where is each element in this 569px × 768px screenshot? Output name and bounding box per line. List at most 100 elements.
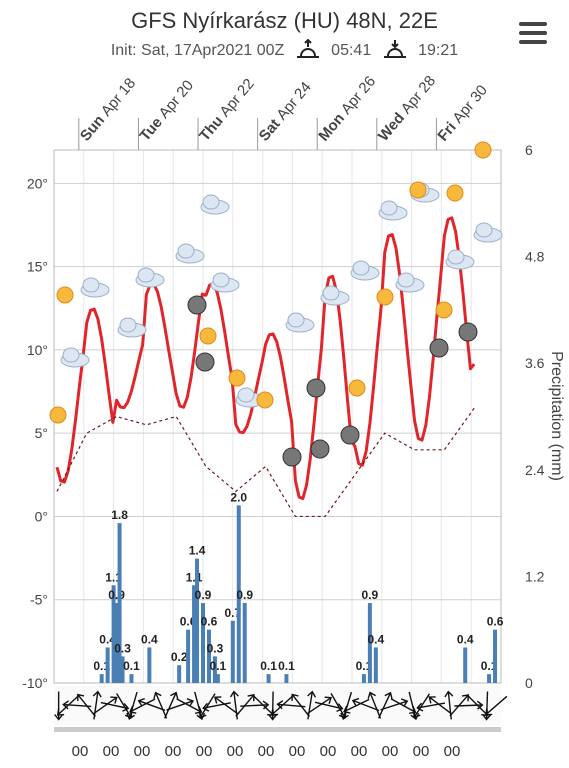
precip-bar [111, 585, 116, 683]
precip-bar [201, 603, 205, 683]
precip-bar [192, 585, 197, 683]
hour-label: 00 [319, 743, 337, 760]
cloud-icon [200, 194, 230, 215]
precip-bar [367, 603, 372, 683]
precip-label: 0.4 [457, 632, 474, 646]
wind-arrow-icon [164, 691, 179, 719]
cloud-icon [445, 249, 475, 270]
precip-label: 0.9 [195, 588, 212, 602]
precip-label: 0.1 [210, 659, 227, 673]
wind-arrow-icon [351, 697, 380, 712]
hour-label: 00 [257, 743, 275, 760]
sun-icon [348, 379, 366, 397]
moon-icon [340, 425, 360, 445]
y-left-tick-label: -10° [22, 675, 48, 691]
y-right-tick-label: 4.8 [525, 249, 545, 265]
precip-bar [186, 629, 191, 683]
day-label-wed: Wed Apr 28 [375, 73, 439, 145]
y-left-tick-label: 5° [35, 425, 48, 441]
cloud-icon [285, 312, 315, 333]
precip-bar [463, 647, 468, 683]
wind-arrow-icon [340, 691, 353, 720]
hour-label: 00 [71, 743, 89, 760]
hour-label: 00 [102, 743, 120, 760]
precip-bar [266, 674, 271, 683]
day-label-sun: Sun Apr 18 [77, 75, 139, 145]
wind-arrow-icon [367, 691, 382, 719]
day-label-tue: Tue Apr 20 [136, 77, 197, 145]
precip-label: 0.1 [123, 659, 140, 673]
cloud-icon [473, 222, 503, 243]
y-left-tick-label: 20° [27, 175, 48, 191]
wind-arrow-icon [137, 697, 166, 711]
sun-icon [435, 301, 453, 319]
cloud-icon [135, 267, 165, 288]
sunrise-icon [296, 39, 319, 58]
init-line: Init: Sat, 17Apr2021 00Z 05:41 19:21 [0, 39, 569, 60]
cloud-icon [175, 243, 205, 264]
wind-arrow-icon [428, 696, 453, 715]
precip-label: 0.1 [260, 659, 277, 673]
precip-bar [242, 603, 247, 683]
precip-bar [373, 647, 378, 683]
day-label-thu: Thu Apr 22 [196, 76, 258, 145]
wind-arrow-icon [77, 693, 96, 717]
precip-label: 0.9 [236, 588, 253, 602]
precip-bar [177, 665, 182, 683]
wind-arrow-icon [291, 693, 310, 717]
y-left-tick-label: -5° [30, 592, 48, 608]
hour-label: 00 [412, 743, 430, 760]
y-right-tick-label: 3.6 [525, 355, 545, 371]
precip-label: 2.0 [230, 490, 247, 504]
precip-bar [195, 558, 200, 683]
hour-label: 00 [443, 743, 461, 760]
sun-icon [409, 181, 427, 199]
precip-label: 0.4 [141, 632, 158, 646]
moon-icon [310, 439, 330, 459]
wind-arrow-icon [270, 695, 294, 716]
cloud-icon [320, 285, 350, 306]
hour-label: 00 [226, 743, 244, 760]
hour-label: 00 [381, 743, 399, 760]
hour-label: 00 [164, 743, 182, 760]
precip-label: 0.2 [171, 650, 188, 664]
wind-arrow-icon [484, 695, 508, 716]
precip-label: 1.4 [189, 544, 206, 558]
day-label-sat: Sat Apr 24 [256, 79, 315, 145]
wind-arrow-icon [202, 702, 231, 712]
y-right-axis-label: Precipitation (mm) [548, 351, 565, 481]
precip-label: 1.1 [186, 570, 203, 584]
y-left-tick-label: 0° [35, 508, 48, 524]
hour-labels: 00 00 00 00 00 00 00 00 00 00 00 00 00 [0, 743, 569, 763]
cloud-icon [80, 277, 110, 298]
precip-label: 0.6 [487, 615, 504, 629]
sunrise-time: 05:41 [331, 42, 372, 59]
wind-arrow-icon [307, 690, 317, 720]
wind-arrow-icon [128, 698, 156, 714]
y-right-tick-label: 1.2 [525, 568, 545, 584]
wind-arrow-icon [100, 701, 130, 712]
wind-arrow-icon [198, 693, 216, 719]
wind-arrow-icon [307, 696, 332, 714]
precip-label: 0.9 [362, 588, 379, 602]
y-left-tick-label: 10° [27, 342, 48, 358]
y-right-tick-label: 6 [525, 142, 533, 158]
hamburger-menu-icon[interactable] [519, 22, 547, 44]
sunset-icon [383, 40, 406, 58]
wind-arrow-icon [166, 698, 195, 711]
wind-arrow-icon [412, 693, 431, 719]
sun-icon [228, 369, 246, 387]
temperature-line [55, 216, 476, 501]
cloud-icon [350, 260, 380, 281]
precip-bar [120, 656, 125, 683]
precip-bar [493, 629, 498, 683]
wind-arrow-icon [343, 698, 370, 714]
precip-label: 0.3 [207, 641, 224, 655]
precip-label: 0.4 [367, 632, 384, 646]
hour-label: 00 [195, 743, 213, 760]
sun-icon [474, 141, 492, 159]
sun-icon [376, 288, 394, 306]
precip-bar [230, 620, 235, 683]
cloud-icon [378, 200, 408, 221]
moon-icon [187, 295, 207, 315]
